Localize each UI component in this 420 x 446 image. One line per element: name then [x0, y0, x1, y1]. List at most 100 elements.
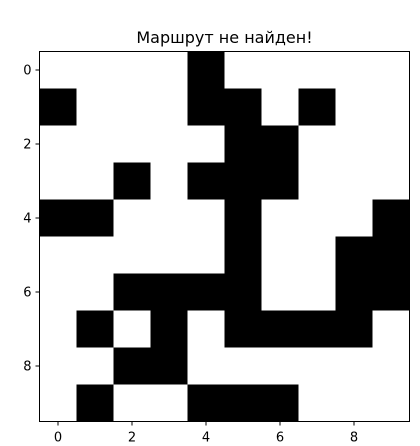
heatmap-cell: [76, 162, 114, 200]
heatmap-cell: [224, 273, 262, 311]
x-tick-label: 6: [276, 431, 284, 446]
heatmap-cell: [76, 51, 114, 89]
heatmap-cell: [261, 199, 299, 237]
heatmap-cell: [76, 273, 114, 311]
heatmap-cell: [187, 347, 225, 385]
heatmap-cell: [150, 310, 188, 348]
heatmap-cell: [261, 88, 299, 126]
heatmap-cell: [113, 88, 151, 126]
x-tick-label: 2: [128, 431, 136, 446]
heatmap-cell: [261, 162, 299, 200]
heatmap-cell: [224, 236, 262, 274]
heatmap-cell: [187, 199, 225, 237]
x-tick-label: 4: [202, 431, 210, 446]
heatmap-cell: [372, 199, 410, 237]
heatmap-cell: [76, 347, 114, 385]
heatmap-cell: [113, 310, 151, 348]
heatmap-cell: [224, 310, 262, 348]
y-tick-label: 0: [23, 64, 31, 79]
heatmap-cell: [298, 125, 336, 163]
heatmap-cell: [298, 347, 336, 385]
heatmap-cell: [113, 125, 151, 163]
chart-title: Маршрут не найден!: [136, 28, 312, 47]
heatmap-cell: [187, 51, 225, 89]
heatmap-cell: [150, 347, 188, 385]
heatmap-cell: [372, 347, 410, 385]
heatmap-cell: [372, 236, 410, 274]
heatmap-cells: [39, 51, 410, 422]
heatmap-cell: [298, 310, 336, 348]
plot-frame: [39, 51, 410, 422]
heatmap-cell: [39, 162, 77, 200]
heatmap-cell: [76, 384, 114, 422]
heatmap-cell: [372, 88, 410, 126]
heatmap-cell: [298, 384, 336, 422]
heatmap-cell: [335, 347, 373, 385]
heatmap-cell: [150, 88, 188, 126]
heatmap-cell: [261, 273, 299, 311]
heatmap-cell: [150, 51, 188, 89]
heatmap-cell: [187, 384, 225, 422]
heatmap-cell: [372, 162, 410, 200]
heatmap-cell: [335, 125, 373, 163]
heatmap-cell: [261, 236, 299, 274]
heatmap-cell: [39, 273, 77, 311]
heatmap-cell: [113, 51, 151, 89]
heatmap-cell: [39, 199, 77, 237]
heatmap-cell: [113, 236, 151, 274]
heatmap-cell: [261, 384, 299, 422]
heatmap-cell: [187, 236, 225, 274]
heatmap-cell: [372, 273, 410, 311]
heatmap-cell: [335, 88, 373, 126]
heatmap-cell: [150, 273, 188, 311]
heatmap-cell: [113, 162, 151, 200]
heatmap-cell: [372, 384, 410, 422]
heatmap-cell: [335, 51, 373, 89]
y-tick-label: 4: [23, 212, 31, 227]
heatmap-cell: [261, 51, 299, 89]
x-tick-label: 0: [54, 431, 62, 446]
heatmap-cell: [261, 125, 299, 163]
heatmap-cell: [224, 384, 262, 422]
axis-ticks: 0 2 4 6 8 0 2 4 6 8: [23, 64, 358, 446]
heatmap-cell: [39, 125, 77, 163]
heatmap-cell: [187, 125, 225, 163]
heatmap-cell: [113, 347, 151, 385]
heatmap-cell: [187, 273, 225, 311]
heatmap-cell: [187, 88, 225, 126]
heatmap-cell: [298, 51, 336, 89]
heatmap-cell: [150, 125, 188, 163]
heatmap-cell: [224, 199, 262, 237]
heatmap-cell: [39, 51, 77, 89]
heatmap-cell: [335, 273, 373, 311]
heatmap-cell: [39, 310, 77, 348]
heatmap-cell: [76, 88, 114, 126]
heatmap-cell: [335, 310, 373, 348]
heatmap-cell: [224, 88, 262, 126]
y-tick-label: 6: [23, 286, 31, 301]
heatmap-cell: [298, 162, 336, 200]
heatmap-cell: [335, 199, 373, 237]
y-tick-label: 2: [23, 138, 31, 153]
heatmap-cell: [298, 88, 336, 126]
heatmap-cell: [224, 125, 262, 163]
heatmap-cell: [39, 88, 77, 126]
heatmap-cell: [113, 199, 151, 237]
heatmap-cell: [76, 236, 114, 274]
heatmap-cell: [150, 199, 188, 237]
heatmap-cell: [39, 347, 77, 385]
heatmap-cell: [113, 384, 151, 422]
heatmap-cell: [335, 162, 373, 200]
heatmap-cell: [76, 125, 114, 163]
heatmap-cell: [187, 310, 225, 348]
heatmap-cell: [298, 236, 336, 274]
heatmap-cell: [150, 162, 188, 200]
heatmap-cell: [298, 273, 336, 311]
heatmap-cell: [335, 236, 373, 274]
x-tick-label: 8: [350, 431, 358, 446]
heatmap-cell: [372, 310, 410, 348]
heatmap-cell: [298, 199, 336, 237]
heatmap-cell: [76, 310, 114, 348]
heatmap-cell: [76, 199, 114, 237]
